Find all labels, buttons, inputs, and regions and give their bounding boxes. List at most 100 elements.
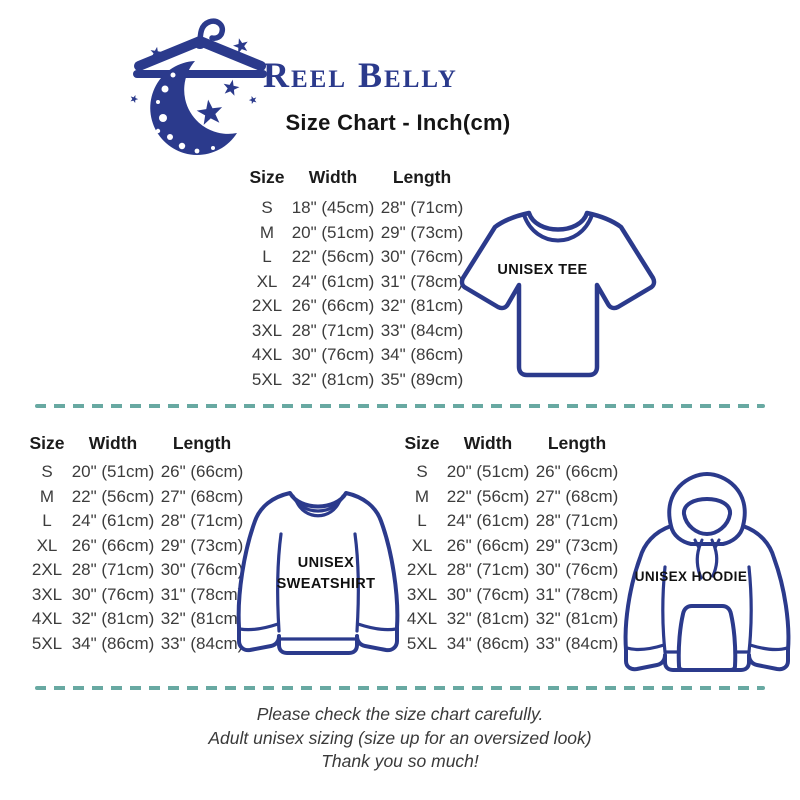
hoodie-size-table: Size Width Length S 20" (51cm) 26" (66cm) … xyxy=(403,432,619,656)
size-cell: 2XL xyxy=(251,296,283,316)
hoodie-label: UNISEX HOODIE xyxy=(634,569,748,584)
size-cell: L xyxy=(262,247,272,267)
table-row: 2XL 28" (71cm) 30" (76cm) xyxy=(403,558,619,583)
footer-line-1: Please check the size chart carefully. xyxy=(256,704,544,724)
table-row: 4XL 30" (76cm) 34" (86cm) xyxy=(248,343,464,368)
col-header-width: Width xyxy=(88,432,138,453)
length-cell: 33" (84cm) xyxy=(160,633,244,653)
length-cell: 34" (86cm) xyxy=(380,345,464,365)
footer-line-3: Thank you so much! xyxy=(321,751,479,771)
table-row: 5XL 34" (86cm) 33" (84cm) xyxy=(28,632,244,657)
table-row: M 22" (56cm) 27" (68cm) xyxy=(28,485,244,510)
dashed-divider xyxy=(35,404,765,408)
size-cell: 4XL xyxy=(31,609,63,629)
length-cell: 32" (81cm) xyxy=(535,609,619,629)
length-cell: 29" (73cm) xyxy=(160,535,244,555)
size-cell: 5XL xyxy=(31,633,63,653)
size-cell: M xyxy=(414,486,430,506)
length-cell: 33" (84cm) xyxy=(535,633,619,653)
unisex-sweatshirt-icon xyxy=(236,491,400,655)
width-cell: 22" (56cm) xyxy=(291,247,375,267)
width-cell: 28" (71cm) xyxy=(71,560,155,580)
width-cell: 18" (45cm) xyxy=(291,198,375,218)
table-row: XL 24" (61cm) 31" (78cm) xyxy=(248,270,464,295)
unisex-tee-icon xyxy=(459,210,657,378)
size-cell: S xyxy=(261,198,273,218)
width-cell: 30" (76cm) xyxy=(291,345,375,365)
size-cell: 4XL xyxy=(406,609,438,629)
table-row: L 24" (61cm) 28" (71cm) xyxy=(28,509,244,534)
sweatshirt-label: UNISEX SWEATSHIRT xyxy=(276,555,376,592)
table-row: M 22" (56cm) 27" (68cm) xyxy=(403,485,619,510)
size-cell: 4XL xyxy=(251,345,283,365)
length-cell: 33" (84cm) xyxy=(380,320,464,340)
size-cell: L xyxy=(417,511,427,531)
width-cell: 34" (86cm) xyxy=(446,633,530,653)
length-cell: 27" (68cm) xyxy=(535,486,619,506)
size-cell: 3XL xyxy=(406,584,438,604)
size-cell: 5XL xyxy=(251,369,283,389)
width-cell: 32" (81cm) xyxy=(291,369,375,389)
footer-note: Please check the size chart carefully. A… xyxy=(0,703,800,774)
table-row: S 20" (51cm) 26" (66cm) xyxy=(403,460,619,485)
size-cell: M xyxy=(39,486,55,506)
length-cell: 27" (68cm) xyxy=(160,486,244,506)
size-cell: M xyxy=(259,222,275,242)
width-cell: 24" (61cm) xyxy=(446,511,530,531)
length-cell: 28" (71cm) xyxy=(160,511,244,531)
length-cell: 32" (81cm) xyxy=(160,609,244,629)
table-row: 2XL 26" (66cm) 32" (81cm) xyxy=(248,294,464,319)
length-cell: 31" (78cm) xyxy=(380,271,464,291)
table-row: 4XL 32" (81cm) 32" (81cm) xyxy=(28,607,244,632)
tee-table-header-row: Size Width Length xyxy=(248,166,464,188)
width-cell: 32" (81cm) xyxy=(71,609,155,629)
unisex-hoodie-icon xyxy=(623,472,791,672)
length-cell: 30" (76cm) xyxy=(380,247,464,267)
width-cell: 28" (71cm) xyxy=(446,560,530,580)
length-cell: 30" (76cm) xyxy=(535,560,619,580)
width-cell: 22" (56cm) xyxy=(71,486,155,506)
size-cell: S xyxy=(41,462,53,482)
table-row: 5XL 34" (86cm) 33" (84cm) xyxy=(403,632,619,657)
width-cell: 24" (61cm) xyxy=(71,511,155,531)
table-row: 3XL 28" (71cm) 33" (84cm) xyxy=(248,319,464,344)
size-cell: 2XL xyxy=(406,560,438,580)
length-cell: 35" (89cm) xyxy=(380,369,464,389)
col-header-size: Size xyxy=(249,166,285,187)
size-cell: XL xyxy=(411,535,433,555)
width-cell: 32" (81cm) xyxy=(446,609,530,629)
table-row: 3XL 30" (76cm) 31" (78cm) xyxy=(403,583,619,608)
col-header-size: Size xyxy=(29,432,65,453)
col-header-width: Width xyxy=(463,432,513,453)
table-row: 5XL 32" (81cm) 35" (89cm) xyxy=(248,368,464,393)
sweatshirt-table-header-row: Size Width Length xyxy=(28,432,244,454)
length-cell: 30" (76cm) xyxy=(160,560,244,580)
table-row: S 18" (45cm) 28" (71cm) xyxy=(248,196,464,221)
table-row: 2XL 28" (71cm) 30" (76cm) xyxy=(28,558,244,583)
width-cell: 26" (66cm) xyxy=(71,535,155,555)
size-cell: 3XL xyxy=(31,584,63,604)
table-row: 4XL 32" (81cm) 32" (81cm) xyxy=(403,607,619,632)
size-cell: L xyxy=(42,511,52,531)
length-cell: 29" (73cm) xyxy=(535,535,619,555)
length-cell: 28" (71cm) xyxy=(535,511,619,531)
dashed-divider xyxy=(35,686,765,690)
width-cell: 20" (51cm) xyxy=(446,462,530,482)
table-row: S 20" (51cm) 26" (66cm) xyxy=(28,460,244,485)
col-header-size: Size xyxy=(404,432,440,453)
table-row: XL 26" (66cm) 29" (73cm) xyxy=(28,534,244,559)
sweatshirt-size-table: Size Width Length S 20" (51cm) 26" (66cm) … xyxy=(28,432,244,656)
width-cell: 26" (66cm) xyxy=(446,535,530,555)
width-cell: 22" (56cm) xyxy=(446,486,530,506)
brand-logo-moon-hanger-icon xyxy=(129,18,267,155)
table-row: 3XL 30" (76cm) 31" (78cm) xyxy=(28,583,244,608)
length-cell: 31" (78cm) xyxy=(160,584,244,604)
col-header-length: Length xyxy=(172,432,232,453)
width-cell: 20" (51cm) xyxy=(71,462,155,482)
col-header-length: Length xyxy=(392,166,452,187)
width-cell: 26" (66cm) xyxy=(291,296,375,316)
width-cell: 20" (51cm) xyxy=(291,222,375,242)
table-row: L 22" (56cm) 30" (76cm) xyxy=(248,245,464,270)
size-cell: S xyxy=(416,462,428,482)
